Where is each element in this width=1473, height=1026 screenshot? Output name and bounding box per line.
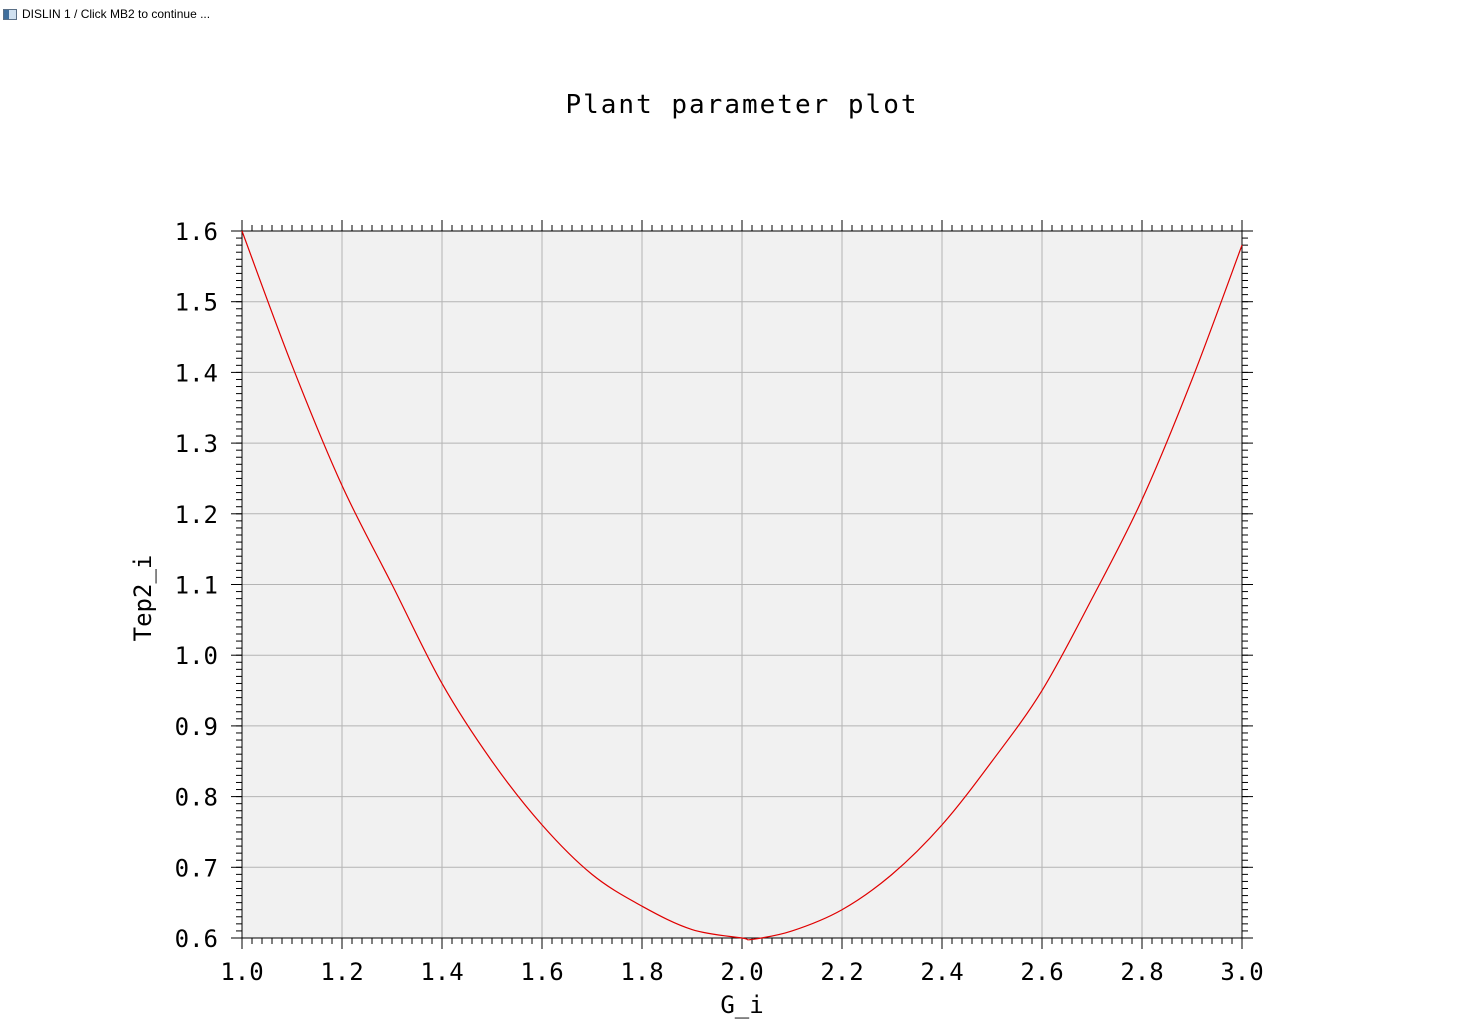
x-tick-label: 2.2 [820, 958, 863, 986]
x-axis-label: G_i [720, 991, 763, 1019]
x-tick-label: 1.2 [320, 958, 363, 986]
y-tick-label: 1.4 [175, 359, 218, 387]
x-tick-label: 2.6 [1020, 958, 1063, 986]
y-tick-labels: 0.6 0.7 0.8 0.9 1.0 1.1 1.2 1.3 1.4 1.5 1.6 [175, 218, 218, 953]
app-window-icon [3, 8, 17, 20]
y-tick-label: 1.3 [175, 430, 218, 458]
series-group [241, 230, 1243, 941]
x-tick-label: 1.6 [520, 958, 563, 986]
y-tick-label: 0.9 [175, 713, 218, 741]
tick-marks [231, 220, 1253, 949]
window-titlebar: DISLIN 1 / Click MB2 to continue ... [0, 0, 1473, 28]
y-tick-label: 1.5 [175, 289, 218, 317]
x-tick-labels: 1.0 1.2 1.4 1.6 1.8 2.0 2.2 2.4 2.6 2.8 3.0 [220, 958, 1263, 986]
y-tick-label: 1.2 [175, 501, 218, 529]
y-tick-label: 1.6 [175, 218, 218, 246]
y-tick-label: 0.6 [175, 925, 218, 953]
x-tick-label: 2.4 [920, 958, 963, 986]
chart: 1.0 1.2 1.4 1.6 1.8 2.0 2.2 2.4 2.6 2.8 3.0 0.6 0.7… [129, 90, 1264, 1019]
chart-title: Plant parameter plot [565, 90, 918, 120]
x-tick-label: 1.0 [220, 958, 263, 986]
x-tick-label: 3.0 [1220, 958, 1263, 986]
y-tick-label: 0.8 [175, 784, 218, 812]
y-tick-label: 0.7 [175, 854, 218, 882]
x-tick-label: 1.4 [420, 958, 463, 986]
series-line [241, 230, 1243, 941]
y-axis-label: Tep2_i [129, 555, 157, 642]
x-tick-label: 2.0 [720, 958, 763, 986]
window-title: DISLIN 1 / Click MB2 to continue ... [22, 7, 211, 21]
y-tick-label: 1.1 [175, 572, 218, 600]
x-tick-label: 1.8 [620, 958, 663, 986]
y-tick-label: 1.0 [175, 642, 218, 670]
grid-lines [242, 231, 1242, 938]
x-tick-label: 2.8 [1120, 958, 1163, 986]
